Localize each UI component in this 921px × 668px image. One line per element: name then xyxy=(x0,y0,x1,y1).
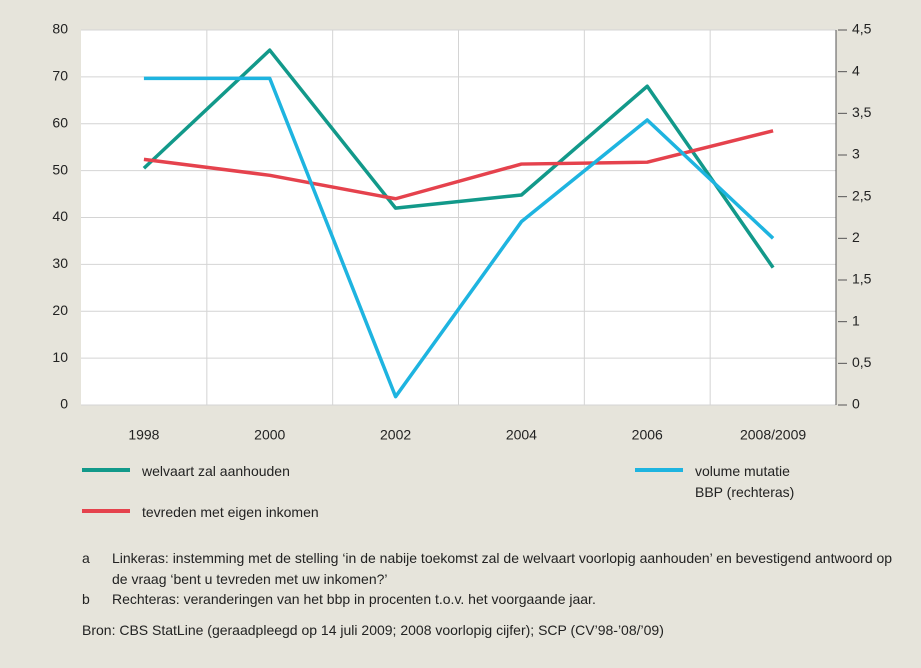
y2-tick-label: 0 xyxy=(852,396,860,412)
series-line xyxy=(143,76,775,399)
y2-tick-label: 4 xyxy=(852,62,860,78)
y2-tick-label: 2,5 xyxy=(852,187,872,203)
y-tick-label: 50 xyxy=(52,161,68,177)
x-tick-label: 2008/2009 xyxy=(740,427,806,443)
legend-item: tevreden met eigen inkomen xyxy=(82,502,382,523)
series-line xyxy=(142,48,775,269)
x-tick-label: 2000 xyxy=(254,427,285,443)
note: b Rechteras: veranderingen van het bbp in… xyxy=(82,589,902,610)
x-tick-label: 2002 xyxy=(380,427,411,443)
y-tick-label: 0 xyxy=(60,396,68,412)
legend-item: volume mutatie BBP (rechteras) xyxy=(635,461,805,503)
note-marker: a xyxy=(82,550,90,566)
y-tick-label: 10 xyxy=(52,349,68,365)
y-tick-label: 70 xyxy=(52,68,68,84)
y2-tick-label: 3,5 xyxy=(852,104,872,120)
y-tick-label: 30 xyxy=(52,255,68,271)
y2-tick-label: 1,5 xyxy=(852,271,872,287)
y2-tick-label: 2 xyxy=(852,229,860,245)
chart: 0 10 20 30 40 50 60 70 80 0 0,5 1 1,5 2 2,5 3 3,5 4 4,5 199… xyxy=(52,21,872,443)
source: Bron: CBS StatLine (geraadpleegd op 14 j… xyxy=(82,622,664,638)
y-tick-label: 20 xyxy=(52,302,68,318)
legend-swatch xyxy=(635,468,683,472)
legend-label: volume mutatie BBP (rechteras) xyxy=(695,463,795,500)
y-tick-label: 80 xyxy=(52,21,68,37)
legend-item: welvaart zal aanhouden xyxy=(82,461,382,482)
note: a Linkeras: instemming met de stelling ‘i… xyxy=(82,548,902,590)
legend-swatch xyxy=(82,509,130,513)
x-tick-label: 2006 xyxy=(632,427,663,443)
x-tick-label: 2004 xyxy=(506,427,537,443)
y2-tick-label: 0,5 xyxy=(852,354,872,370)
legend-label: welvaart zal aanhouden xyxy=(142,463,290,479)
y-tick-label: 60 xyxy=(52,114,68,130)
note-text: Linkeras: instemming met de stelling ‘in… xyxy=(112,550,893,587)
y-tick-label: 40 xyxy=(52,208,68,224)
y2-tick-label: 1 xyxy=(852,312,860,328)
note-text: Rechteras: veranderingen van het bbp in … xyxy=(112,591,596,607)
note-marker: b xyxy=(82,591,90,607)
series-line xyxy=(143,129,774,201)
x-tick-label: 1998 xyxy=(128,427,159,443)
y2-tick-label: 4,5 xyxy=(852,21,872,37)
legend-swatch xyxy=(82,468,130,472)
legend-label: tevreden met eigen inkomen xyxy=(142,504,319,520)
y2-tick-label: 3 xyxy=(852,146,860,162)
